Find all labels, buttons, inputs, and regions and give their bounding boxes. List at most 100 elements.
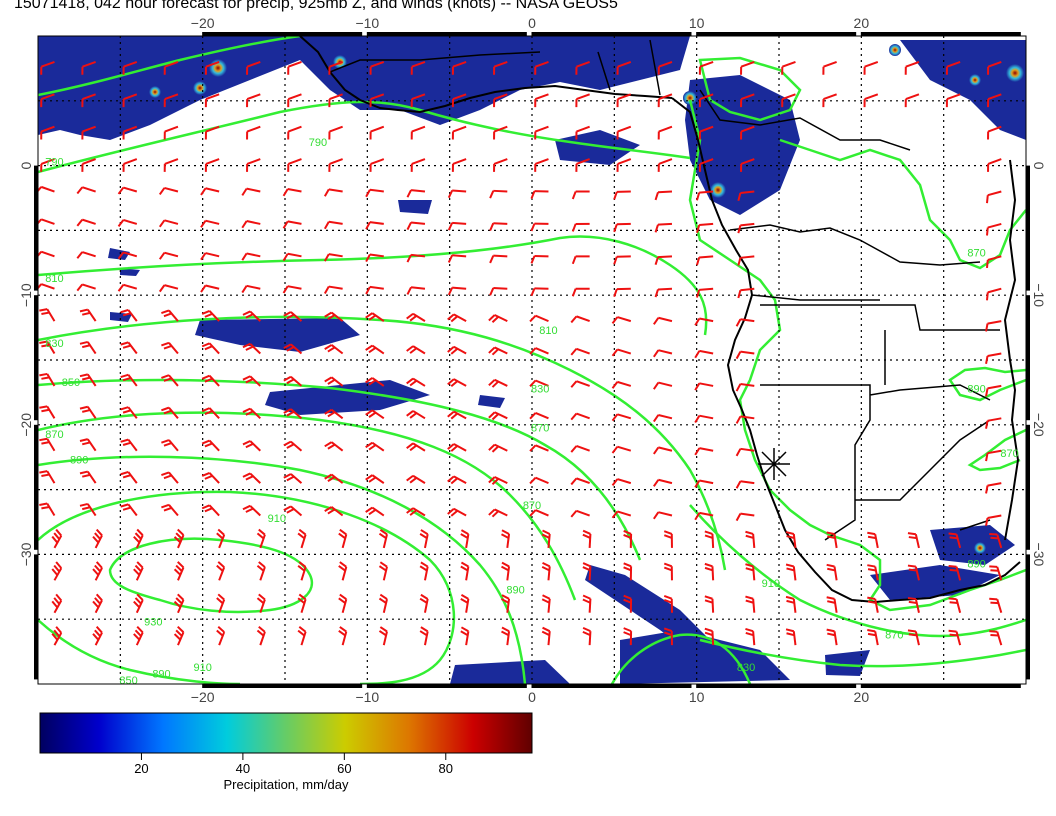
- wind-barb: [451, 125, 467, 140]
- wind-barb: [571, 287, 590, 297]
- wind-barb: [822, 93, 837, 108]
- precip-area-fragment-d: [398, 200, 432, 214]
- wind-barb: [204, 60, 220, 75]
- wind-barb: [40, 60, 55, 75]
- wind-barb: [51, 561, 63, 581]
- wind-barb: [122, 158, 138, 172]
- wind-barb: [410, 125, 426, 140]
- wind-barb: [117, 283, 138, 292]
- wind-barb: [989, 597, 1003, 614]
- wind-barb: [410, 60, 426, 75]
- lon-tick-label-bottom: 10: [689, 689, 705, 705]
- wind-barb: [663, 595, 673, 613]
- wind-barb: [657, 60, 673, 75]
- wind-barb: [534, 125, 549, 140]
- wind-barb: [785, 628, 797, 646]
- frame-tick-right: [1026, 165, 1030, 291]
- wind-barb: [365, 506, 385, 517]
- wind-barb: [158, 186, 179, 196]
- precip-cell: [710, 182, 726, 198]
- wind-barb: [985, 449, 1002, 462]
- wind-barb: [735, 447, 755, 457]
- contour-label: 910: [193, 662, 211, 674]
- wind-barb: [338, 561, 348, 581]
- wind-barb: [324, 441, 344, 452]
- wind-barb: [161, 406, 179, 419]
- wind-barb: [51, 626, 63, 646]
- wind-barb: [570, 380, 590, 388]
- wind-barb: [242, 504, 261, 517]
- contour-label: 810: [45, 273, 63, 285]
- map-title: 15071418, 042 hour forecast for precip, …: [14, 0, 618, 12]
- contour-label: 790: [309, 137, 327, 149]
- wind-barb: [653, 511, 673, 520]
- wind-barb: [781, 60, 796, 75]
- wind-barb: [328, 158, 343, 172]
- wind-barb: [447, 189, 467, 199]
- wind-barb: [38, 185, 55, 193]
- wind-barb: [737, 287, 755, 299]
- wind-barb: [161, 503, 179, 517]
- wind-barb: [745, 628, 756, 646]
- wind-barb: [863, 93, 879, 108]
- wind-barb: [323, 220, 343, 230]
- wind-barb: [611, 348, 632, 357]
- contour-label: 890: [506, 584, 524, 596]
- wind-barb: [120, 503, 138, 517]
- wind-barb: [447, 313, 467, 323]
- precip-area-congo: [685, 75, 800, 215]
- lat-tick-label-left: −30: [18, 542, 34, 566]
- wind-barb: [695, 222, 714, 234]
- wind-barb: [663, 627, 673, 646]
- wind-barb: [365, 253, 384, 263]
- wind-barb: [735, 512, 755, 522]
- wind-barb: [489, 222, 508, 231]
- wind-barb: [365, 312, 385, 322]
- wind-barb: [173, 625, 185, 646]
- contour-label: 890: [152, 669, 170, 681]
- wind-barb: [39, 470, 56, 484]
- wind-barb: [283, 311, 303, 322]
- plateau-height-contour-south: [948, 366, 1026, 402]
- wind-barb: [406, 253, 426, 263]
- precip-area-southeast-c: [825, 650, 870, 676]
- precip-cell: [683, 91, 697, 105]
- contour-label: 890: [967, 383, 985, 395]
- wind-barb: [287, 158, 302, 172]
- wind-barb: [694, 317, 714, 326]
- wind-barb: [79, 373, 97, 387]
- wind-barb: [297, 626, 307, 646]
- wind-barb: [541, 561, 551, 581]
- wind-barb: [781, 93, 796, 108]
- colorbar-ticks: 20 40 60 80: [134, 753, 453, 776]
- contour-label: 930: [144, 617, 162, 629]
- wind-barb: [737, 190, 755, 202]
- wind-barb: [122, 93, 138, 108]
- wind-barb: [653, 349, 673, 358]
- wind-barb: [737, 255, 755, 266]
- wind-barb: [904, 93, 920, 108]
- contour-line-790: [38, 100, 691, 174]
- contour-label: 870: [967, 247, 985, 259]
- wind-barb: [163, 158, 179, 172]
- wind-barb: [948, 564, 962, 581]
- colorbar-label: Precipitation, mm/day: [224, 777, 349, 792]
- station-marker: [758, 448, 790, 480]
- colorbar-tick-label: 40: [236, 761, 250, 776]
- wind-barb: [613, 287, 631, 297]
- wind-barb: [530, 287, 549, 297]
- wind-barb: [695, 255, 714, 266]
- wind-barb: [541, 626, 551, 646]
- wind-barb: [173, 593, 185, 614]
- lon-tick-label-bottom: −10: [355, 689, 379, 705]
- wind-barb: [216, 561, 226, 581]
- wind-barb: [117, 219, 138, 227]
- wind-barb: [297, 528, 307, 549]
- wind-barb: [654, 287, 673, 298]
- precip-area-south-strip: [450, 660, 570, 684]
- wind-barb: [704, 627, 715, 646]
- wind-barbs: [38, 60, 1003, 646]
- wind-barb: [201, 342, 220, 355]
- wind-barb: [501, 594, 511, 613]
- wind-barb: [161, 309, 179, 322]
